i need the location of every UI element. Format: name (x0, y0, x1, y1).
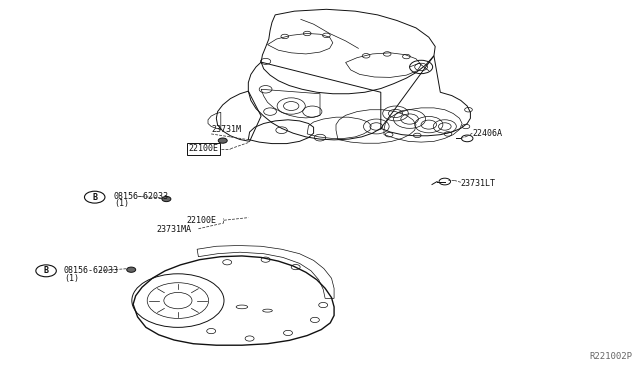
Circle shape (127, 267, 136, 272)
Text: B: B (44, 266, 49, 275)
Text: 08156-62033: 08156-62033 (114, 192, 169, 201)
Text: (1): (1) (114, 199, 129, 208)
Circle shape (461, 135, 473, 142)
Text: 22406A: 22406A (472, 129, 502, 138)
Text: 23731M: 23731M (211, 125, 241, 134)
Circle shape (162, 196, 171, 202)
Circle shape (439, 178, 451, 185)
Text: 22100E: 22100E (187, 216, 217, 225)
Text: 23731LT: 23731LT (461, 179, 496, 187)
Text: 22100E: 22100E (189, 144, 219, 153)
Text: R221002P: R221002P (589, 352, 632, 361)
Text: 23731MA: 23731MA (157, 225, 192, 234)
Circle shape (218, 138, 227, 143)
Text: 08156-62033: 08156-62033 (64, 266, 119, 275)
Text: (1): (1) (64, 274, 79, 283)
Text: B: B (92, 193, 97, 202)
